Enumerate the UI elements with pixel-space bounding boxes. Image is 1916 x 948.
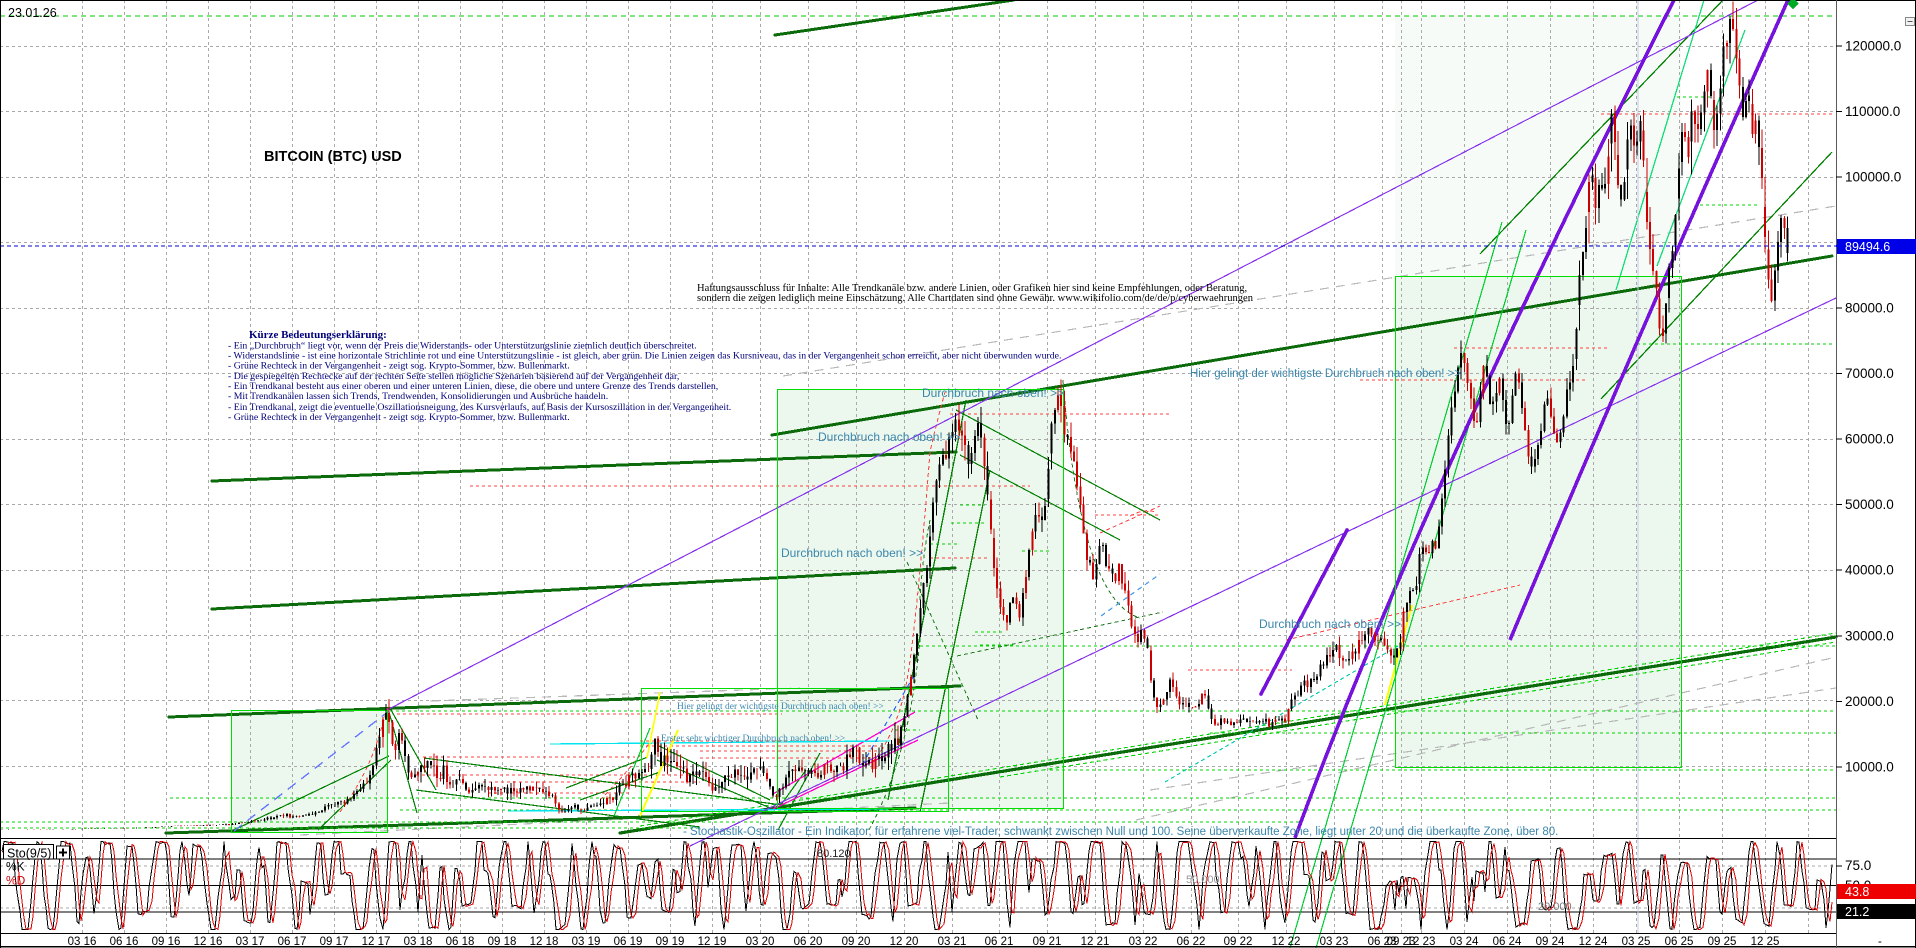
- svg-text:Erster sehr wichtiger Durchbru: Erster sehr wichtiger Durchbruch nach ob…: [661, 734, 845, 744]
- svg-text:BITCOIN (BTC) USD: BITCOIN (BTC) USD: [264, 149, 402, 165]
- svg-text:06 21: 06 21: [985, 936, 1014, 948]
- svg-text:06 20: 06 20: [794, 936, 823, 948]
- svg-text:12 23: 12 23: [1407, 936, 1436, 948]
- svg-text:50.000: 50.000: [1186, 874, 1220, 886]
- svg-text:06 24: 06 24: [1493, 936, 1522, 948]
- svg-text:06 17: 06 17: [278, 936, 307, 948]
- svg-text:03 20: 03 20: [746, 936, 775, 948]
- svg-text:120000.0: 120000.0: [1845, 38, 1901, 53]
- svg-text:Hier gelingt der wichtigste Du: Hier gelingt der wichtigste Durchbruch n…: [677, 702, 884, 712]
- svg-text:30000.0: 30000.0: [1845, 628, 1894, 643]
- svg-text:21.2: 21.2: [1845, 905, 1869, 919]
- svg-text:100000.0: 100000.0: [1845, 169, 1901, 184]
- svg-text:12 24: 12 24: [1579, 936, 1608, 948]
- svg-text:09 20: 09 20: [842, 936, 871, 948]
- svg-text:20.000: 20.000: [1538, 901, 1572, 913]
- svg-text:03 24: 03 24: [1450, 936, 1479, 948]
- svg-text:75.0: 75.0: [1845, 858, 1871, 873]
- svg-text:70000.0: 70000.0: [1845, 366, 1894, 381]
- svg-text:06 19: 06 19: [614, 936, 643, 948]
- svg-text:12 25: 12 25: [1751, 936, 1780, 948]
- svg-text:06 25: 06 25: [1665, 936, 1694, 948]
- svg-text:03 17: 03 17: [236, 936, 265, 948]
- svg-text:23.01.26: 23.01.26: [8, 6, 57, 20]
- svg-text:03 25: 03 25: [1622, 936, 1651, 948]
- svg-text:09 22: 09 22: [1224, 936, 1253, 948]
- svg-text:12 20: 12 20: [890, 936, 919, 948]
- svg-text:%K: %K: [6, 860, 25, 874]
- svg-text:80000.0: 80000.0: [1845, 301, 1894, 316]
- svg-text:Kürze Bedeutungserklärung:: Kürze Bedeutungserklärung:: [249, 329, 387, 341]
- svg-text:- Die gespiegelten Rechtecke a: - Die gespiegelten Rechtecke auf der rec…: [228, 371, 679, 382]
- svg-text:Durchbruch nach oben! >>: Durchbruch nach oben! >>: [781, 546, 923, 560]
- svg-text:110000.0: 110000.0: [1845, 104, 1900, 119]
- svg-text:-: -: [1878, 936, 1882, 948]
- svg-text:- Ein Trendkanal besteht aus e: - Ein Trendkanal besteht aus einer obere…: [228, 381, 718, 392]
- svg-text:09 16: 09 16: [152, 936, 181, 948]
- svg-text:- Grüne Rechteck in der Vergan: - Grüne Rechteck in der Vergangenheit - …: [228, 361, 570, 372]
- svg-text:09 18: 09 18: [488, 936, 517, 948]
- svg-text:12 18: 12 18: [530, 936, 559, 948]
- svg-text:12 16: 12 16: [194, 936, 223, 948]
- svg-text:06 16: 06 16: [110, 936, 139, 948]
- svg-text:09 24: 09 24: [1536, 936, 1565, 948]
- svg-text:06 23: 06 23: [1368, 936, 1397, 948]
- svg-text:12 22: 12 22: [1272, 936, 1301, 948]
- svg-text:06 22: 06 22: [1177, 936, 1206, 948]
- svg-text:Durchbruch nach oben! >>: Durchbruch nach oben! >>: [922, 386, 1064, 400]
- svg-text:09 23: 09 23: [1387, 936, 1416, 948]
- svg-text:Sto(9/5): Sto(9/5): [7, 847, 51, 861]
- svg-text:03 19: 03 19: [572, 936, 601, 948]
- svg-text:10000.0: 10000.0: [1845, 759, 1894, 774]
- svg-text:12 17: 12 17: [362, 936, 391, 948]
- svg-text:03 21: 03 21: [938, 936, 967, 948]
- svg-text:80.120: 80.120: [817, 848, 851, 860]
- svg-text:- Stochastik-Oszillator - Ein: - Stochastik-Oszillator - Ein Indikator,…: [683, 826, 1558, 838]
- svg-text:03 23: 03 23: [1320, 936, 1349, 948]
- svg-text:40000.0: 40000.0: [1845, 563, 1894, 578]
- svg-text:03 16: 03 16: [68, 936, 97, 948]
- svg-text:%D: %D: [6, 874, 26, 888]
- svg-text:03 22: 03 22: [1129, 936, 1158, 948]
- svg-text:Durchbruch nach oben! >>: Durchbruch nach oben! >>: [1259, 617, 1401, 631]
- svg-text:60000.0: 60000.0: [1845, 432, 1894, 447]
- svg-text:03 18: 03 18: [404, 936, 433, 948]
- svg-text:Durchbruch nach oben! >>: Durchbruch nach oben! >>: [818, 430, 960, 444]
- svg-text:Haftungsausschluss für Inhalte: Haftungsausschluss für Inhalte: Alle Tre…: [697, 283, 1247, 294]
- svg-text:- Ein „Durchbruch“ liegt vor,: - Ein „Durchbruch“ liegt vor, wenn der P…: [228, 341, 697, 352]
- svg-text:sondern die zeigen lediglich m: sondern die zeigen lediglich meine Einsc…: [697, 293, 1254, 304]
- svg-text:89494.6: 89494.6: [1845, 240, 1890, 254]
- svg-text:12 21: 12 21: [1081, 936, 1110, 948]
- svg-text:09 17: 09 17: [320, 936, 349, 948]
- svg-text:- Grüne Rechteck in der Vergan: - Grüne Rechteck in der Vergangenheit - …: [228, 412, 570, 423]
- svg-text:09 21: 09 21: [1033, 936, 1062, 948]
- svg-text:43.8: 43.8: [1845, 885, 1869, 899]
- svg-text:- Mit Trendkanälen lassen sich: - Mit Trendkanälen lassen sich Trends, T…: [228, 391, 608, 402]
- svg-text:Hier gelingt der wichtigste Du: Hier gelingt der wichtigste Durchbruch n…: [1190, 368, 1461, 380]
- svg-text:09 19: 09 19: [656, 936, 685, 948]
- svg-text:09 25: 09 25: [1708, 936, 1737, 948]
- svg-text:20000.0: 20000.0: [1845, 694, 1894, 709]
- svg-text:- Widerstandslinie - ist eine: - Widerstandslinie - ist eine horizontal…: [228, 351, 1061, 362]
- svg-text:12 19: 12 19: [698, 936, 727, 948]
- svg-text:- Ein Trendkanal, zeigt die ev: - Ein Trendkanal, zeigt die eventuelle O…: [228, 402, 731, 413]
- svg-text:50000.0: 50000.0: [1845, 497, 1894, 512]
- svg-text:06 18: 06 18: [446, 936, 475, 948]
